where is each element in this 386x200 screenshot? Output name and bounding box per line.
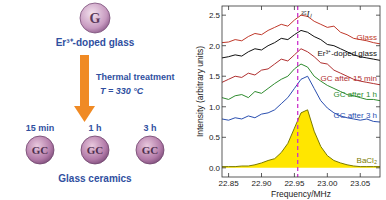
y-tick — [376, 15, 380, 16]
x-tick — [327, 173, 328, 177]
reference-line — [297, 6, 298, 177]
time-label: 15 min — [26, 123, 55, 133]
time-label: 1 h — [88, 123, 101, 133]
x-tick-label: 22.85 — [219, 179, 240, 188]
series-area — [222, 110, 380, 168]
gc-disk — [26, 136, 54, 164]
y-axis-title: Intensity (arbitrary units) — [195, 46, 205, 137]
sample-label: G — [90, 11, 101, 26]
x-tick-label: 23.05 — [350, 179, 371, 188]
series-label: GC after 15 min — [321, 74, 377, 83]
sample-panel: G Er³⁺-doped glass Thermal treatment T = 33… — [26, 3, 175, 184]
y-tick — [376, 137, 380, 138]
x-tick — [294, 173, 295, 177]
series-label: GC after 3 h — [333, 111, 377, 120]
glass-disk — [80, 3, 110, 33]
sample-label: GC — [142, 144, 159, 156]
series-line — [222, 64, 380, 101]
gc-disk — [136, 136, 164, 164]
series-label: Er³⁺-doped glass — [318, 49, 377, 58]
series-line — [222, 15, 380, 44]
y-tick — [376, 106, 380, 107]
annotation: ³⁵Iₗ — [301, 9, 312, 19]
time-label: 3 h — [143, 123, 156, 133]
arrow-shaft — [80, 55, 89, 107]
y-tick — [222, 15, 226, 16]
x-tick — [327, 6, 328, 10]
sample-label: GC — [32, 144, 49, 156]
series-label: BaCl₂ — [357, 156, 377, 165]
y-tick — [222, 76, 226, 77]
y-tick-label: 2.0 — [209, 42, 221, 51]
y-tick-label: 1.0 — [209, 103, 221, 112]
x-tick — [360, 173, 361, 177]
x-tick-label: 23.00 — [317, 179, 338, 188]
plot-frame — [222, 6, 380, 177]
y-tick — [222, 137, 226, 138]
y-tick — [222, 167, 226, 168]
y-tick — [376, 167, 380, 168]
y-tick-label: 0.5 — [209, 133, 221, 142]
y-tick — [222, 106, 226, 107]
x-tick-label: 22.90 — [251, 179, 272, 188]
x-tick — [228, 173, 229, 177]
series-label: GC after 1 h — [333, 90, 377, 99]
gc-disk — [81, 136, 109, 164]
x-tick — [261, 173, 262, 177]
series-line — [222, 110, 380, 167]
x-tick — [360, 6, 361, 10]
x-tick-label: 22.95 — [284, 179, 305, 188]
caption: Thermal treatment — [96, 72, 175, 82]
x-axis-title: Frequency/MHz — [271, 189, 331, 199]
caption: T = 330 °C — [100, 86, 144, 96]
sample-label: GC — [87, 144, 104, 156]
caption: Glass ceramics — [58, 173, 132, 184]
series-label: Glass — [357, 33, 377, 42]
y-tick-label: 2.5 — [209, 11, 221, 20]
y-tick-label: 1.5 — [209, 72, 221, 81]
series-line — [222, 30, 380, 60]
y-tick-label: 0.0 — [209, 164, 221, 173]
x-tick — [294, 6, 295, 10]
x-tick — [261, 6, 262, 10]
arrow-head — [74, 106, 95, 122]
caption: Er³⁺-doped glass — [56, 37, 135, 48]
plot-area — [222, 6, 380, 177]
x-tick — [228, 6, 229, 10]
y-tick — [376, 45, 380, 46]
y-tick — [222, 45, 226, 46]
chart: ³⁵Iₗ 22.85 22.90 22.95 23.00 23.05 0.0 0.5 1.0 1.… — [195, 6, 380, 199]
figure: G Er³⁺-doped glass Thermal treatment T = 33… — [0, 0, 386, 200]
